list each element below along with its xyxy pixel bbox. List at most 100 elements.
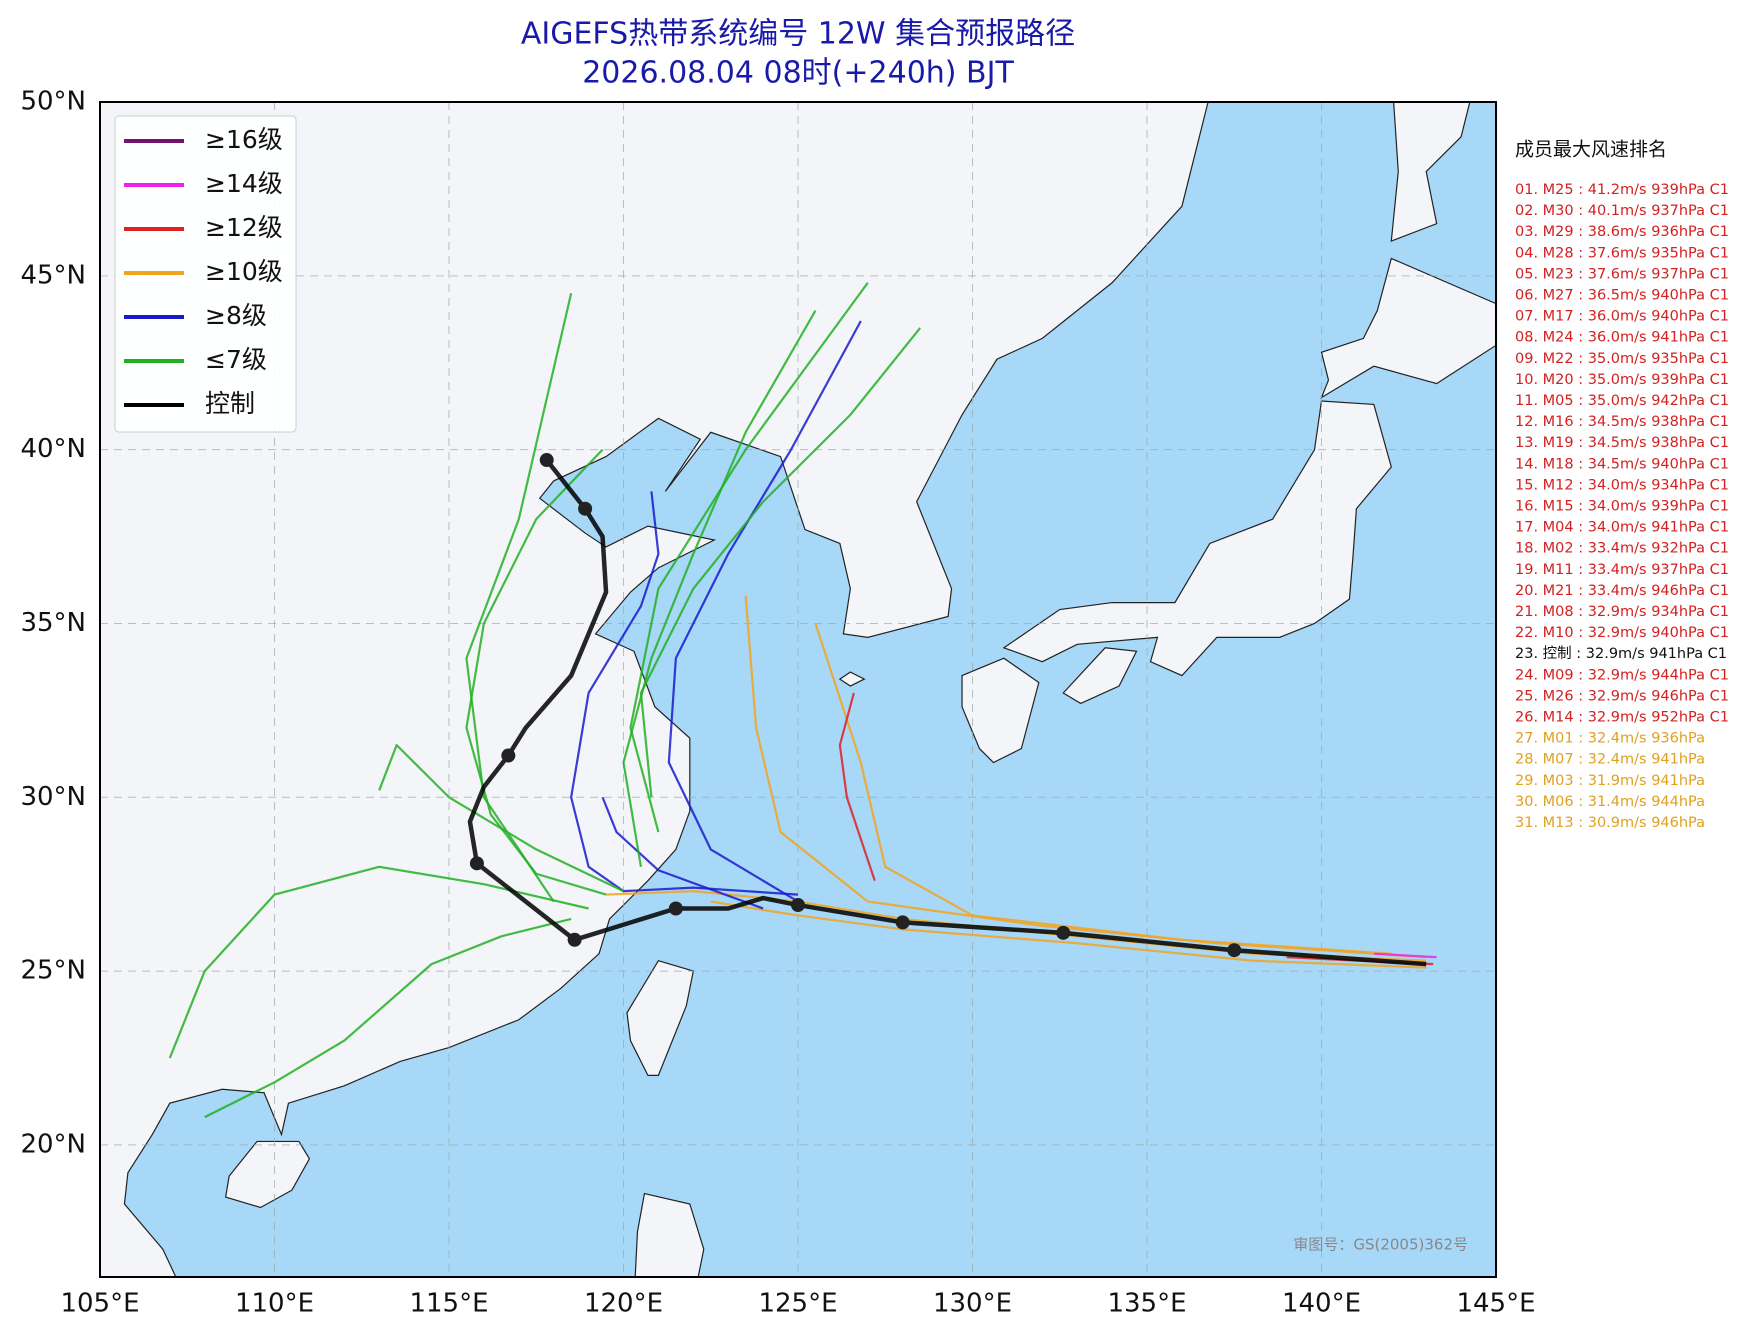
member-track xyxy=(629,282,869,833)
luzon xyxy=(634,1194,704,1277)
hainan xyxy=(226,1141,310,1207)
map-frame xyxy=(99,101,1497,1278)
control-point xyxy=(668,901,683,916)
y-tick-label: 20°N xyxy=(20,1129,86,1159)
ranking-entry: 08. M24 : 36.0m/s 941hPa C1 xyxy=(1515,330,1729,346)
member-track xyxy=(744,595,1427,959)
ranking-entry: 12. M16 : 34.5m/s 938hPa C1 xyxy=(1515,414,1729,430)
x-tick-label: 130°E xyxy=(933,1289,1012,1319)
member-track xyxy=(622,310,817,867)
legend-label: ≥16级 xyxy=(205,125,283,154)
y-tick-label: 50°N xyxy=(20,87,86,117)
legend-label: ≥14级 xyxy=(205,169,283,198)
geography xyxy=(124,102,1496,1277)
x-tick-label: 110°E xyxy=(235,1289,314,1319)
member-track xyxy=(204,917,572,1119)
control-point xyxy=(469,856,484,871)
member-track xyxy=(465,292,573,903)
control-point xyxy=(567,932,582,947)
member-track xyxy=(378,744,624,893)
x-tick-label: 125°E xyxy=(758,1289,837,1319)
x-tick-label: 115°E xyxy=(409,1289,488,1319)
legend-label: ≥10级 xyxy=(205,257,283,286)
ranking-entry: 17. M04 : 34.0m/s 941hPa C1 xyxy=(1515,520,1729,536)
grid xyxy=(100,102,1496,1277)
control-point xyxy=(501,748,516,763)
ranking-entry: 25. M26 : 32.9m/s 946hPa C1 xyxy=(1515,688,1729,704)
ranking-entry: 10. M20 : 35.0m/s 939hPa C1 xyxy=(1515,372,1729,388)
control-point xyxy=(895,915,910,930)
jeju xyxy=(840,672,864,686)
control-point xyxy=(791,898,805,913)
honshu xyxy=(1004,401,1391,676)
control-point xyxy=(578,501,593,516)
ranking-entry: 13. M19 : 34.5m/s 938hPa C1 xyxy=(1515,435,1729,451)
ranking-entry: 27. M01 : 32.4m/s 936hPa xyxy=(1515,731,1705,747)
legend-label: ≤7级 xyxy=(205,345,267,374)
legend-label: ≥12级 xyxy=(205,213,283,242)
hokkaido xyxy=(1322,258,1496,397)
member-track xyxy=(838,692,876,882)
member-track xyxy=(168,865,589,1059)
tick-labels: 105°E 110°E 115°E 120°E 125°E 130°E 135°E 140°E… xyxy=(20,87,1535,1319)
ranking-entry: 22. M10 : 32.9m/s 940hPa C1 xyxy=(1515,625,1729,641)
shikoku xyxy=(1063,648,1136,704)
ranking-entry: 23. 控制 : 32.9m/s 941hPa C1 xyxy=(1515,645,1727,662)
control-point xyxy=(1227,943,1242,958)
y-tick-label: 30°N xyxy=(20,782,86,812)
member-track xyxy=(814,623,1392,955)
member-track xyxy=(667,320,862,903)
ranking-entry: 30. M06 : 31.4m/s 944hPa xyxy=(1515,794,1705,810)
ranking-entry: 02. M30 : 40.1m/s 937hPa C1 xyxy=(1515,203,1729,219)
member-track xyxy=(710,900,1427,969)
y-tick-label: 35°N xyxy=(20,608,86,638)
ranking-entry: 24. M09 : 32.9m/s 944hPa C1 xyxy=(1515,667,1729,683)
member-track xyxy=(570,491,799,896)
member-track xyxy=(639,327,922,798)
legend-label: 控制 xyxy=(205,389,255,418)
ranking-entry: 11. M05 : 35.0m/s 942hPa C1 xyxy=(1515,393,1729,409)
ranking-entry: 21. M08 : 32.9m/s 934hPa C1 xyxy=(1515,604,1729,620)
x-tick-label: 120°E xyxy=(584,1289,663,1319)
ranking-title: 成员最大风速排名 xyxy=(1515,139,1667,161)
ranking-entry: 16. M15 : 34.0m/s 939hPa C1 xyxy=(1515,499,1729,515)
y-tick-label: 40°N xyxy=(20,434,86,464)
ranking-entry: 05. M23 : 37.6m/s 937hPa C1 xyxy=(1515,266,1729,282)
map-area xyxy=(100,102,1496,1277)
ranking: 成员最大风速排名 01. M25 : 41.2m/s 939hPa C1 02. … xyxy=(1515,139,1729,832)
member-track xyxy=(1373,952,1437,959)
x-tick-label: 105°E xyxy=(60,1289,139,1319)
ranking-entry: 18. M02 : 33.4m/s 932hPa C1 xyxy=(1515,541,1729,557)
y-tick-label: 25°N xyxy=(20,956,86,986)
sea xyxy=(124,102,1496,1277)
ranking-entry: 19. M11 : 33.4m/s 937hPa C1 xyxy=(1515,562,1729,578)
subtitle: 2026.08.04 08时(+240h) BJT xyxy=(582,56,1014,91)
ranking-entry: 06. M27 : 36.5m/s 940hPa C1 xyxy=(1515,288,1729,304)
tracks xyxy=(168,282,1437,1119)
ranking-entry: 09. M22 : 35.0m/s 935hPa C1 xyxy=(1515,351,1729,367)
ranking-entry: 07. M17 : 36.0m/s 940hPa C1 xyxy=(1515,309,1729,325)
kyushu xyxy=(962,658,1039,762)
legend-label: ≥8级 xyxy=(205,301,267,330)
control-point xyxy=(539,453,554,468)
x-tick-label: 145°E xyxy=(1456,1289,1535,1319)
control-point xyxy=(1056,925,1071,940)
ranking-entry: 26. M14 : 32.9m/s 952hPa C1 xyxy=(1515,710,1729,726)
ranking-entry: 03. M29 : 38.6m/s 936hPa C1 xyxy=(1515,224,1729,240)
x-tick-label: 135°E xyxy=(1107,1289,1186,1319)
sakhalin xyxy=(1391,102,1478,241)
footnote: 审图号：GS(2005)362号 xyxy=(1293,1236,1468,1254)
ranking-entry: 15. M12 : 34.0m/s 934hPa C1 xyxy=(1515,477,1729,493)
ranking-entry: 31. M13 : 30.9m/s 946hPa xyxy=(1515,815,1705,831)
legend-box xyxy=(114,115,297,433)
ranking-entry: 20. M21 : 33.4m/s 946hPa C1 xyxy=(1515,583,1729,599)
taiwan xyxy=(627,961,693,1076)
ranking-entry: 29. M03 : 31.9m/s 941hPa xyxy=(1515,773,1705,789)
ranking-entry: 01. M25 : 41.2m/s 939hPa C1 xyxy=(1515,182,1729,198)
ranking-entry: 28. M07 : 32.4m/s 941hPa xyxy=(1515,752,1705,768)
title: AIGEFS热带系统编号 12W 集合预报路径 xyxy=(521,17,1075,52)
ranking-entry: 14. M18 : 34.5m/s 940hPa C1 xyxy=(1515,456,1729,472)
